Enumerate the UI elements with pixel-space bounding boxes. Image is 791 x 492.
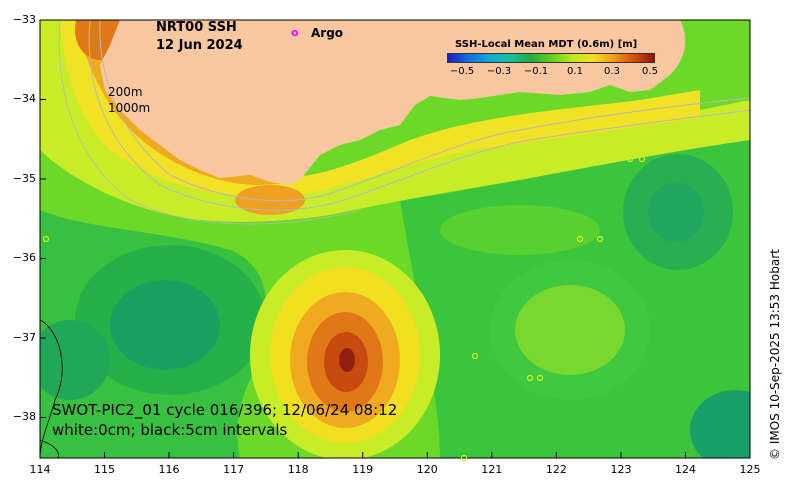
black-contour-1 — [40, 319, 63, 458]
x-tick-label: 119 — [352, 463, 374, 476]
x-tick-label: 114 — [29, 463, 51, 476]
depth-200m-contour — [99, 20, 750, 202]
depth-1000m-contour — [88, 20, 750, 211]
depth-extra-contour — [58, 20, 361, 225]
y-tick-label: −37 — [12, 331, 36, 344]
west-core-eddy — [110, 280, 220, 370]
x-tick-label: 115 — [94, 463, 115, 476]
colorbar-tick: −0.3 — [486, 66, 512, 77]
imos-credit: © IMOS 10-Sep-2025 13:53 Hobart — [768, 249, 782, 460]
center-east-bright — [515, 285, 625, 375]
colorbar-tick: 0.5 — [642, 66, 658, 77]
swot-pass-info: SWOT-PIC2_01 cycle 016/396; 12/06/24 08:… — [52, 401, 398, 419]
argo-float-markers — [42, 155, 646, 462]
colorbar — [447, 53, 655, 63]
x-tick-label: 121 — [481, 463, 503, 476]
x-tick-label: 117 — [223, 463, 245, 476]
x-tick-label: 118 — [287, 463, 309, 476]
argo-legend-label: Argo — [311, 26, 344, 40]
colorbar-tick: 0.1 — [567, 66, 583, 77]
colorbar-title: SSH-Local Mean MDT (0.6m) [m] — [455, 39, 638, 50]
y-tick-label: −33 — [12, 13, 36, 26]
black-contour-2 — [40, 439, 59, 458]
southeast-cold-patch — [690, 390, 750, 458]
warm-eddy-core — [339, 348, 355, 372]
depth-label-1000m: 1000m — [108, 101, 151, 115]
x-tick-label: 125 — [739, 463, 761, 476]
y-tick-label: −34 — [12, 92, 36, 105]
depth-label-200m: 200m — [108, 85, 143, 99]
x-tick-label: 116 — [158, 463, 180, 476]
x-tick-marks — [39, 452, 751, 458]
colorbar-tick: 0.3 — [604, 66, 620, 77]
mid-green-band — [440, 205, 600, 255]
x-tick-label: 123 — [610, 463, 632, 476]
x-tick-label: 120 — [416, 463, 438, 476]
map-title-date: 12 Jun 2024 — [156, 38, 243, 53]
plot-frame — [39, 19, 751, 459]
map-title-product: NRT00 SSH — [156, 20, 237, 35]
colorbar-tick: −0.5 — [449, 66, 475, 77]
argo-legend-icon: o — [291, 26, 299, 39]
y-tick-label: −36 — [12, 251, 36, 264]
colorbar-tick: −0.1 — [523, 66, 549, 77]
southwest-cold-patch — [40, 320, 110, 400]
y-tick-label: −35 — [12, 172, 36, 185]
east-core-eddy — [648, 182, 704, 242]
y-tick-marks — [40, 19, 46, 418]
x-tick-label: 124 — [675, 463, 696, 476]
contour-interval-info: white:0cm; black:5cm intervals — [52, 421, 288, 439]
x-tick-label: 122 — [545, 463, 567, 476]
y-tick-label: −38 — [12, 410, 36, 423]
